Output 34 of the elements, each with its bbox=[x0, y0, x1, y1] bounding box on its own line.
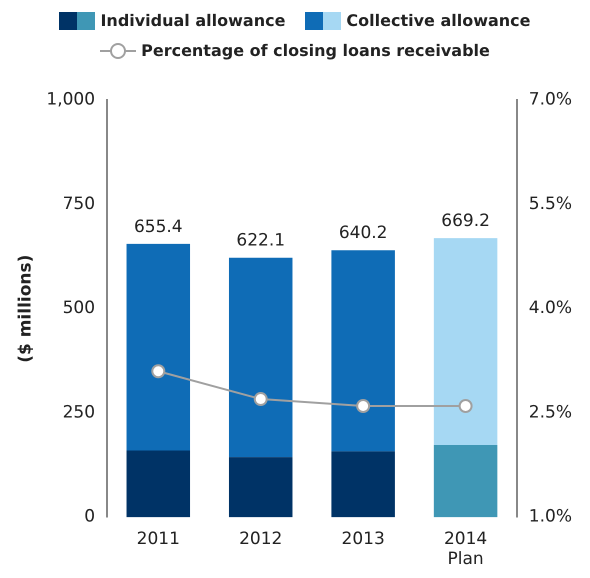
x-tick-label: 2012 bbox=[239, 528, 282, 549]
y2-tick-label: 7.0% bbox=[528, 90, 572, 110]
bar bbox=[434, 445, 498, 518]
x-tick-label: 2014 Plan bbox=[444, 528, 488, 570]
total-label: 622.1 bbox=[236, 230, 286, 251]
bar bbox=[228, 457, 292, 518]
y2-tick-label: 5.5% bbox=[528, 194, 572, 214]
y2-tick-label: 1.0% bbox=[528, 506, 572, 527]
point bbox=[458, 399, 473, 413]
total-label: 655.4 bbox=[134, 216, 183, 237]
y-tick-label: 250 bbox=[62, 402, 96, 422]
total-label: 669.2 bbox=[441, 211, 490, 232]
bar bbox=[126, 450, 190, 518]
bar bbox=[126, 244, 190, 450]
x-tick-label: 2011 bbox=[136, 528, 180, 549]
y-axis-title: ($ millions) bbox=[16, 254, 36, 363]
y-tick-label: 0 bbox=[84, 506, 96, 527]
y2-tick-label: 4.0% bbox=[528, 298, 572, 318]
y-tick-label: 750 bbox=[62, 194, 96, 214]
bar bbox=[331, 250, 395, 452]
total-label: 640.2 bbox=[338, 223, 388, 244]
x-tick-label: 2013 bbox=[342, 528, 385, 549]
point bbox=[356, 399, 370, 413]
y-tick-label: 500 bbox=[62, 298, 96, 318]
point bbox=[254, 392, 268, 406]
bar bbox=[228, 258, 292, 458]
legend-label: Collective allowance bbox=[346, 10, 531, 32]
y-tick-label: 1,000 bbox=[46, 90, 96, 110]
y2-tick-label: 2.5% bbox=[528, 402, 572, 422]
bar bbox=[434, 238, 498, 446]
legend-label: Percentage of closing loans receivable bbox=[141, 40, 490, 62]
point bbox=[151, 364, 166, 378]
bar bbox=[331, 451, 395, 518]
legend-label: Individual allowance bbox=[100, 10, 286, 32]
